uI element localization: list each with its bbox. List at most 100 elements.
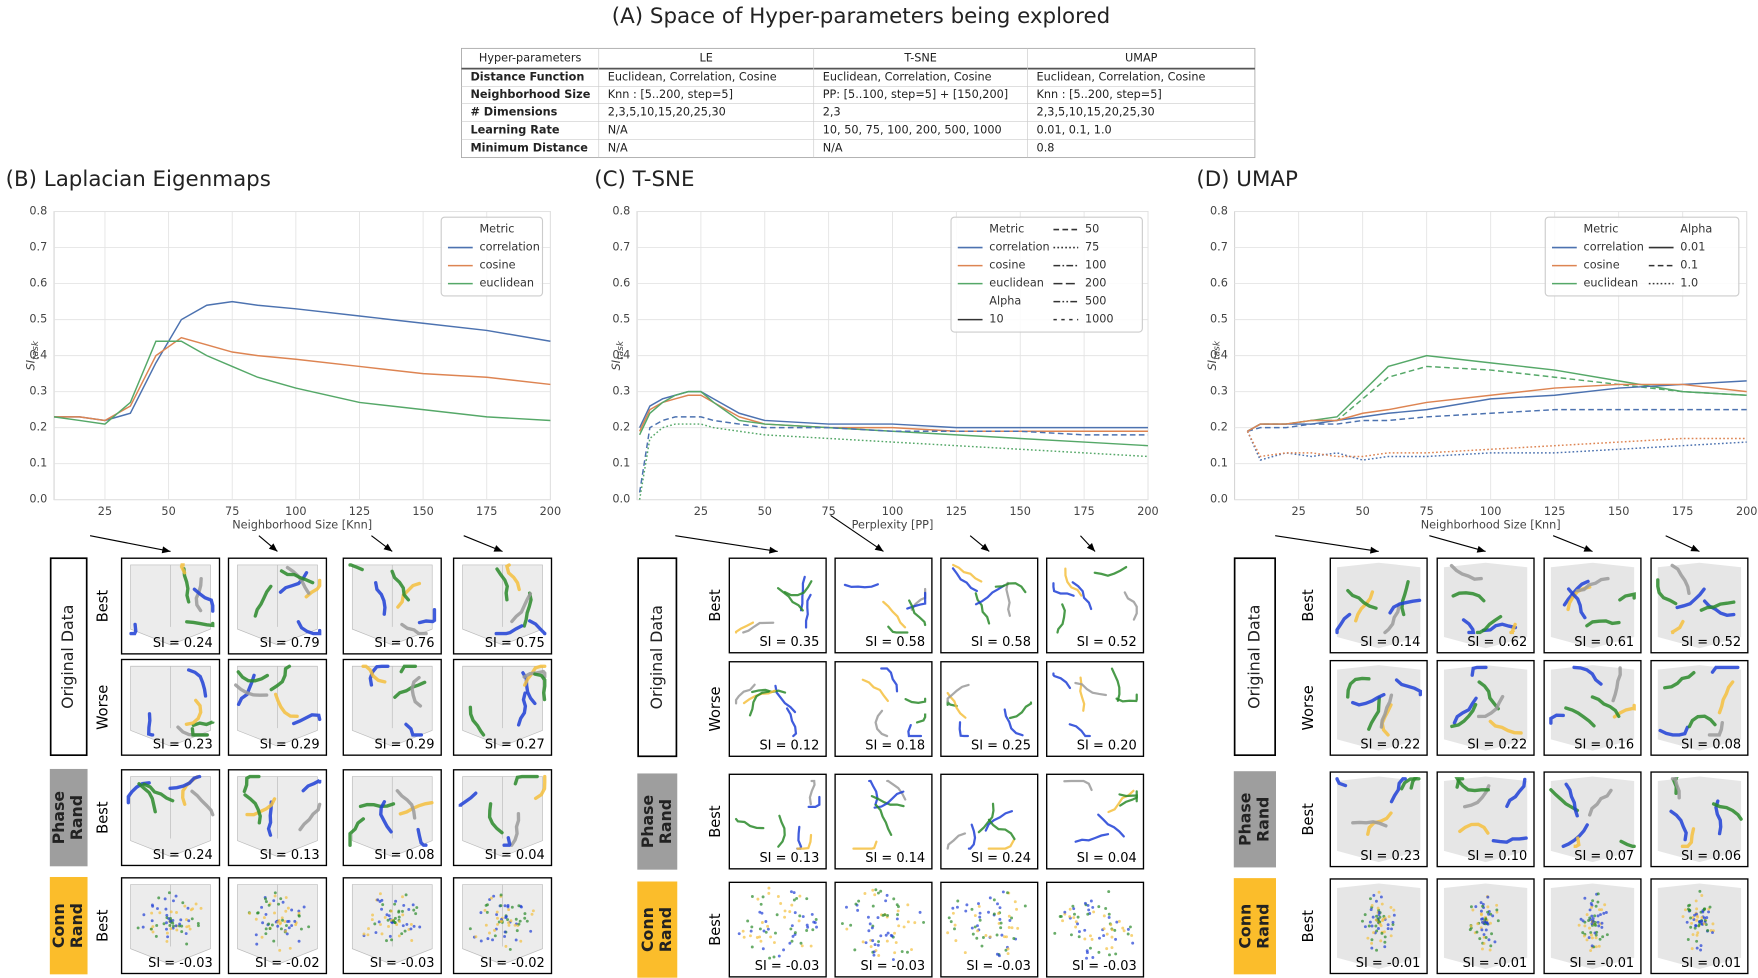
- group-box: [637, 557, 678, 758]
- table-cell: 0.01, 0.1, 1.0: [1037, 124, 1112, 137]
- thumbnail-trajectory: [1707, 720, 1724, 737]
- thumbnail-trajectory: [1346, 676, 1371, 699]
- si-label: SI = -0.03: [755, 959, 820, 974]
- thumbnail-point: [1370, 938, 1374, 942]
- arrow-head: [1369, 546, 1379, 554]
- thumbnail-point: [1074, 925, 1078, 929]
- thumbnail-trajectory: [742, 621, 775, 634]
- legend-label: 1000: [1085, 313, 1114, 326]
- thumbnail-trajectory: [396, 581, 422, 609]
- thumbnail-point: [766, 924, 770, 928]
- thumbnail-trajectory: [1687, 714, 1717, 729]
- thumbnail-point: [1700, 916, 1704, 920]
- thumbnail-point: [997, 912, 1000, 915]
- y-tick-label: 0.3: [29, 385, 47, 398]
- si-label: SI = 0.29: [375, 738, 435, 753]
- si-label: SI = 0.13: [260, 848, 320, 863]
- legend-box: [440, 216, 544, 297]
- x-tick-label: 200: [1736, 505, 1757, 518]
- thumbnail-point: [1077, 935, 1081, 939]
- thumbnail-trajectory: [179, 563, 187, 575]
- thumbnail-point: [1015, 907, 1018, 911]
- thumbnail-point: [1131, 941, 1135, 945]
- thumbnail-trajectory: [1564, 706, 1596, 728]
- thumbnail-trajectory: [522, 591, 533, 628]
- thumbnail-point: [809, 944, 813, 948]
- thumbnail-point: [381, 903, 385, 907]
- thumbnail-point: [761, 947, 765, 951]
- thumbnail-point: [1699, 944, 1703, 948]
- arrow-head: [383, 543, 393, 552]
- thumbnail-point: [1480, 917, 1484, 921]
- thumbnail-point: [1085, 956, 1088, 960]
- thumbnail-point: [196, 924, 200, 928]
- thumbnail-point: [1126, 927, 1130, 931]
- arrow-head: [980, 543, 990, 552]
- thumbnail-point: [1588, 908, 1592, 912]
- thumbnail-point: [515, 929, 519, 933]
- thumbnail-trajectory: [1670, 777, 1681, 800]
- thumbnail-trajectory: [1351, 692, 1386, 707]
- thumbnail-point: [514, 938, 518, 942]
- thumbnail-point: [1058, 914, 1062, 918]
- thumbnail-trajectory: [184, 698, 203, 727]
- thumbnail-point: [415, 906, 419, 910]
- thumbnail-point: [995, 952, 999, 956]
- thumbnail-point: [141, 925, 145, 929]
- thumbnail-point: [1006, 891, 1009, 895]
- legend-label: correlation: [1584, 241, 1644, 254]
- thumbnail-point: [288, 946, 292, 950]
- thumbnail-point: [179, 918, 183, 922]
- thumbnail-trajectory: [1450, 702, 1478, 729]
- thumbnail-point: [980, 944, 984, 948]
- thumbnail-point: [165, 913, 169, 917]
- thumbnail-point: [1495, 903, 1499, 907]
- thumbnail-point: [988, 896, 992, 900]
- thumbnail-point: [999, 926, 1003, 930]
- thumbnail-point: [1105, 947, 1109, 951]
- thumbnail-point: [1486, 895, 1490, 899]
- thumbnail-point: [492, 894, 496, 898]
- thumbnail-point: [286, 906, 290, 910]
- thumbnail-point: [194, 902, 198, 906]
- thumbnail-trajectory: [1409, 777, 1418, 790]
- thumbnail-trajectory: [509, 811, 521, 847]
- y-tick-label: 0.3: [1210, 385, 1228, 398]
- thumbnail-trajectory: [304, 578, 322, 599]
- thumbnail-point: [385, 913, 389, 917]
- legend-label: correlation: [989, 241, 1049, 254]
- thumbnail-point: [402, 903, 406, 907]
- thumbnail-point: [873, 943, 877, 947]
- arrow-head: [161, 546, 171, 554]
- thumbnail-trajectory: [245, 797, 277, 817]
- thumbnail-point: [499, 893, 503, 897]
- thumbnail-point: [1363, 913, 1367, 917]
- si-label: SI = 0.14: [865, 851, 925, 866]
- thumbnail-point: [256, 911, 260, 915]
- thumbnail-point: [892, 897, 896, 901]
- thumbnail-point: [172, 899, 175, 903]
- thumbnail-point: [284, 924, 288, 928]
- thumbnail-point: [1092, 910, 1096, 914]
- thumbnail-point: [884, 933, 888, 937]
- thumbnail-point: [1685, 920, 1689, 924]
- thumbnail-point: [790, 939, 794, 943]
- thumbnail-point: [910, 948, 913, 951]
- thumbnail-point: [1699, 948, 1703, 952]
- legend-label: 0.01: [1680, 241, 1705, 254]
- thumbnail-trajectory: [404, 722, 424, 737]
- y-tick-label: 0.0: [612, 493, 630, 506]
- thumbnail-point: [1686, 938, 1690, 941]
- thumbnail-point: [485, 910, 489, 914]
- thumbnail-point: [1363, 925, 1367, 929]
- thumbnail-trajectory: [984, 810, 1014, 832]
- si-label: SI = 0.16: [1574, 738, 1634, 753]
- thumbnail-point: [761, 895, 765, 899]
- y-tick-label: 0.4: [1210, 349, 1228, 362]
- thumbnail-point: [1700, 894, 1704, 897]
- arrow-head: [768, 546, 778, 554]
- thumbnail-point: [277, 902, 281, 906]
- thumbnail-point: [793, 911, 797, 915]
- legend-heading: Metric: [989, 223, 1024, 236]
- thumbnail-point: [1130, 933, 1134, 937]
